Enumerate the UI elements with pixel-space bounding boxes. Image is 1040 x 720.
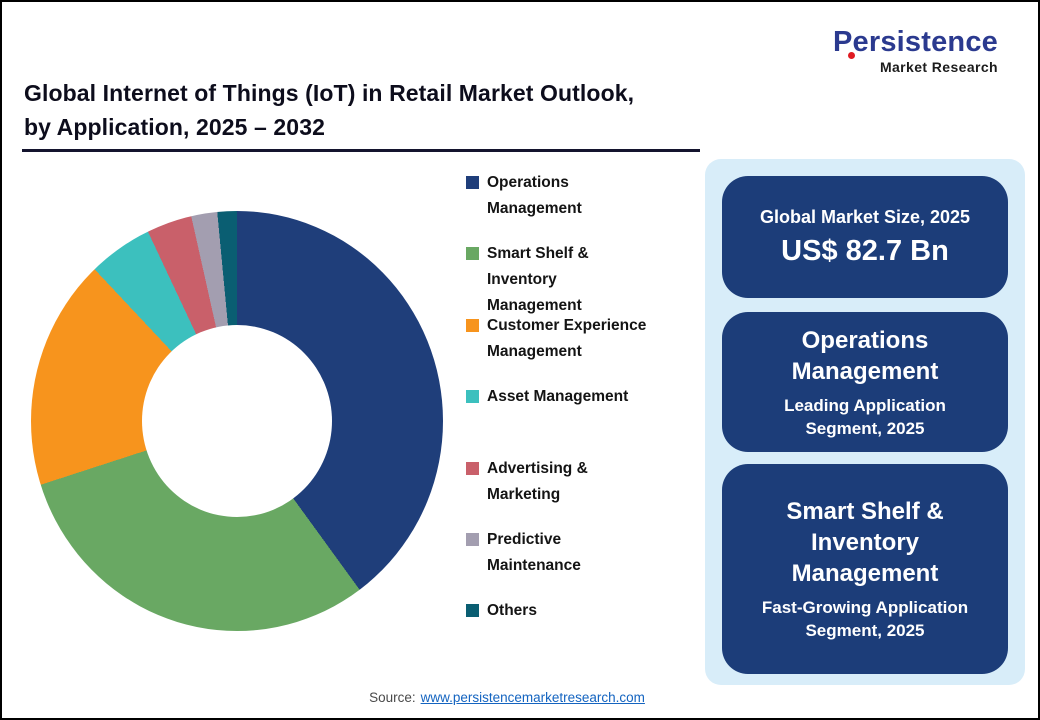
logo-red-dot-icon xyxy=(848,52,855,59)
fast-growing-segment-title: Smart Shelf & Inventory Management xyxy=(786,498,944,587)
legend-item-predictive-maintenance: Predictive Maintenance xyxy=(466,527,646,598)
legend-label: Customer Experience Management xyxy=(487,316,647,360)
logo-wordmark: Persistence xyxy=(832,26,998,58)
donut-chart xyxy=(31,211,443,631)
chart-legend: Operations Management Smart Shelf & Inve… xyxy=(466,170,646,670)
highlight-market-size: Global Market Size, 2025 US$ 82.7 Bn xyxy=(722,176,1008,298)
page-title-line-1: Global Internet of Things (IoT) in Retai… xyxy=(24,80,635,106)
legend-label: Smart Shelf & Inventory Management xyxy=(487,245,589,315)
legend-item-asset-management: Asset Management xyxy=(466,384,646,455)
legend-label: Predictive Maintenance xyxy=(487,530,581,574)
logo: Persistence Market Research xyxy=(833,26,998,75)
legend-item-others: Others xyxy=(466,598,646,669)
legend-label: Asset Management xyxy=(487,388,629,406)
market-size-label: Global Market Size, 2025 xyxy=(759,206,971,227)
legend-swatch-icon xyxy=(466,318,479,332)
highlight-fast-growing-segment: Smart Shelf & Inventory Management Fast-… xyxy=(722,464,1008,674)
logo-subtitle: Market Research xyxy=(879,59,998,75)
legend-swatch-icon xyxy=(466,604,479,618)
page-title: Global Internet of Things (IoT) in Retai… xyxy=(24,76,634,144)
legend-swatch-icon xyxy=(466,461,479,475)
page-title-line-2: by Application, 2025 – 2032 xyxy=(24,114,325,140)
highlight-leading-segment: Operations Management Leading Applicatio… xyxy=(722,312,1008,452)
legend-label: Others xyxy=(487,602,537,620)
legend-item-operations-management: Operations Management xyxy=(466,170,646,241)
leading-segment-subtitle: Leading Application Segment, 2025 xyxy=(784,395,946,438)
source-line: Source: www.persistencemarketresearch.com xyxy=(2,690,1012,705)
legend-swatch-icon xyxy=(466,247,479,261)
legend-swatch-icon xyxy=(466,532,479,546)
market-size-value: US$ 82.7 Bn xyxy=(781,234,949,267)
legend-label: Operations Management xyxy=(487,174,582,217)
title-divider xyxy=(22,149,700,152)
leading-segment-title: Operations Management xyxy=(791,326,939,385)
legend-item-customer-experience: Customer Experience Management xyxy=(466,313,646,384)
source-link[interactable]: www.persistencemarketresearch.com xyxy=(420,690,645,705)
fast-growing-segment-subtitle: Fast-Growing Application Segment, 2025 xyxy=(761,598,969,640)
legend-item-smart-shelf: Smart Shelf & Inventory Management xyxy=(466,241,646,314)
legend-swatch-icon xyxy=(466,176,479,189)
legend-item-advertising-marketing: Advertising & Marketing xyxy=(466,456,646,527)
legend-swatch-icon xyxy=(466,390,479,404)
highlight-panel: Global Market Size, 2025 US$ 82.7 Bn Ope… xyxy=(705,159,1025,685)
source-label: Source: xyxy=(369,690,416,705)
legend-label: Advertising & Marketing xyxy=(487,459,588,503)
